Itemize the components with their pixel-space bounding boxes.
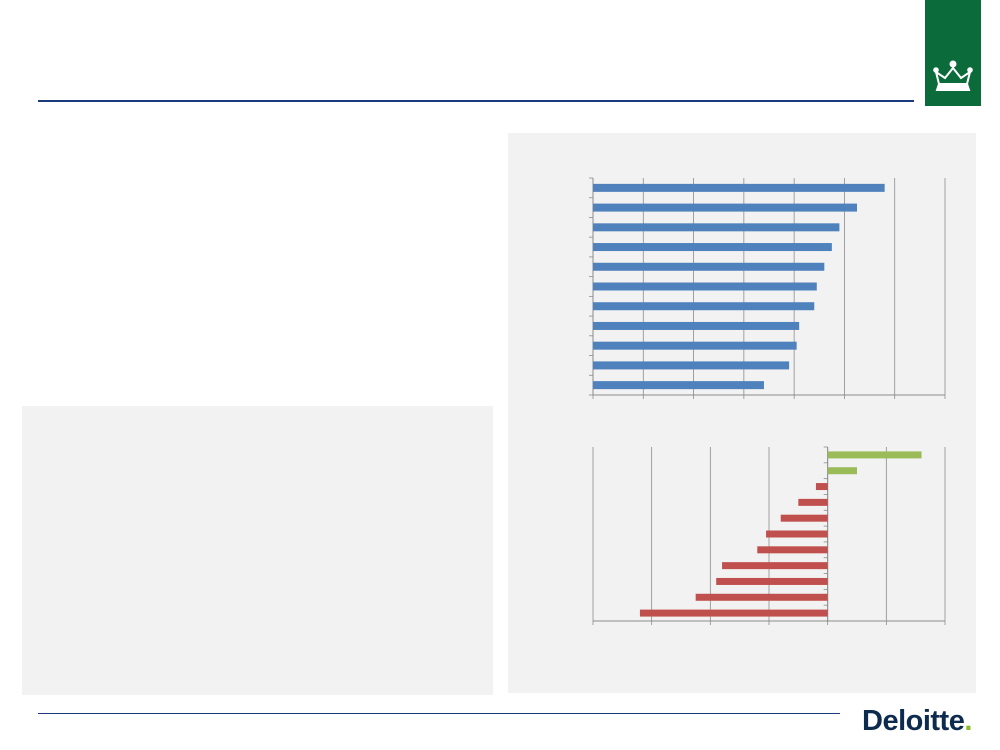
top-bar — [593, 243, 832, 252]
deloitte-logo: Deloitte. — [862, 707, 972, 736]
top-bar — [593, 341, 797, 350]
footer-rule — [38, 713, 840, 714]
charts-canvas — [589, 177, 946, 625]
bottom-bar — [827, 451, 922, 459]
logo-dot: . — [964, 705, 972, 737]
bottom-bar — [766, 530, 828, 538]
bottom-bar — [815, 483, 828, 491]
title-underline — [38, 100, 914, 102]
top-bar — [593, 361, 790, 370]
top-bar — [593, 203, 857, 212]
top-bar — [593, 321, 800, 330]
bottom-bar — [716, 577, 828, 585]
top-bar — [593, 302, 815, 311]
bottom-bar — [722, 562, 828, 570]
top-bar — [593, 381, 764, 390]
top-bar — [593, 262, 825, 271]
text-panel — [22, 406, 493, 695]
top-bar — [593, 223, 840, 232]
top-bar — [593, 183, 885, 192]
royal-crown-icon — [933, 60, 973, 91]
logo-text: Deloitte — [862, 705, 965, 737]
chart-panel — [508, 133, 976, 693]
top-bar — [593, 282, 817, 291]
bottom-bar — [695, 593, 828, 601]
bottom-bar — [798, 498, 828, 506]
bottom-bar — [639, 609, 828, 617]
crest-badge — [925, 0, 981, 106]
bottom-bar — [757, 546, 828, 554]
bottom-bar — [780, 514, 828, 522]
bottom-bar — [827, 467, 857, 475]
